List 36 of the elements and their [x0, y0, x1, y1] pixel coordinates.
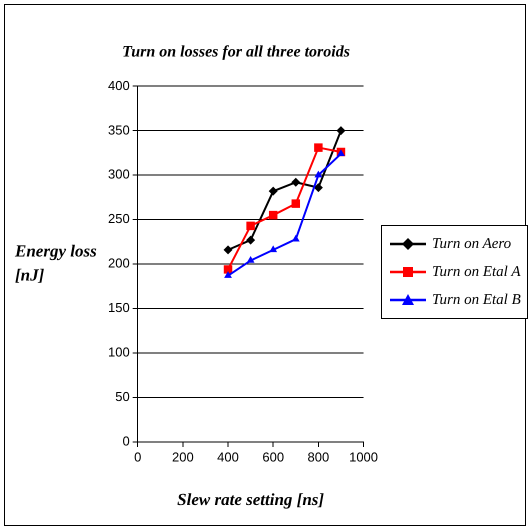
point: [224, 271, 232, 278]
point: [314, 143, 323, 152]
y-tick-label: 50: [115, 389, 130, 404]
y-tick-label: 350: [108, 122, 130, 138]
point: [291, 178, 300, 187]
y-tick-label: 200: [108, 256, 130, 271]
point: [268, 210, 278, 220]
x-tick-label: 200: [172, 449, 194, 464]
legend-label: Turn on Aero: [432, 236, 512, 252]
x-tick-label: 0: [134, 449, 142, 464]
point: [314, 170, 322, 178]
x-tick-label: 1000: [349, 449, 378, 464]
point: [246, 222, 255, 230]
point: [224, 245, 233, 254]
x-tick-label: 800: [308, 449, 330, 464]
legend-label: Turn on Etal B: [432, 292, 521, 308]
chart-title: Turn on losses for all three toroids: [122, 44, 350, 61]
x-tick-label: 600: [262, 449, 284, 464]
point: [246, 256, 255, 263]
y-tick-label: 100: [108, 344, 130, 360]
point: [268, 186, 278, 196]
y-tick-label: 400: [108, 78, 130, 93]
y-tick-label: 150: [108, 300, 130, 316]
point: [314, 183, 323, 192]
point: [336, 126, 346, 136]
point: [224, 265, 232, 274]
point: [292, 199, 300, 208]
y-tick-label: 0: [122, 434, 130, 449]
x-axis-title: Slew rate setting [ns]: [177, 490, 324, 510]
point: [269, 245, 278, 252]
y-tick-label: 300: [108, 166, 130, 182]
legend-label: Turn on Etal A: [432, 264, 520, 280]
point: [246, 236, 256, 245]
x-tick-label: 400: [217, 449, 239, 464]
y-tick-label: 250: [108, 211, 130, 226]
y-axis-title: Energy loss [nJ]: [14, 241, 98, 284]
